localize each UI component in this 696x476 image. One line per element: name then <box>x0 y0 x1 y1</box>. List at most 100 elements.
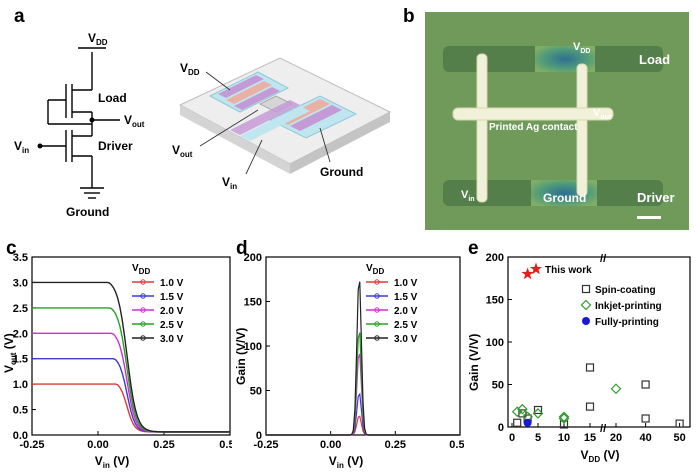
scatter-point <box>521 267 534 280</box>
load-label: Load <box>98 91 127 105</box>
y-tick-label: 200 <box>244 252 262 264</box>
scatter-point <box>641 380 650 389</box>
scatter-point <box>523 418 532 427</box>
scatter-point <box>533 405 543 415</box>
ground-label: Ground <box>66 205 109 219</box>
ground-3d-label: Ground <box>320 165 363 179</box>
gain-series-line <box>266 281 460 436</box>
y-tick-label: 2.0 <box>13 328 28 340</box>
y-axis-label: Vout (V) <box>2 333 18 373</box>
scatter-point <box>585 363 595 372</box>
y-tick-label: 150 <box>486 295 504 307</box>
scatter-point <box>513 418 522 427</box>
x-tick-label: -0.25 <box>253 439 278 451</box>
legend-title: VDD <box>132 263 150 276</box>
legend-label: 1.0 V <box>160 278 184 289</box>
legend-marker <box>374 279 380 285</box>
x-tick-label: 15 <box>584 432 596 444</box>
legend-marker <box>140 321 146 327</box>
legend-title: VDD <box>366 263 384 276</box>
vtc-chart: -0.25 0.00 0.25 0.50 0.0 0.5 1.0 1.5 2.0 2.5 3.0 3.… <box>2 252 232 470</box>
x-tick-label: 0 <box>509 432 515 444</box>
svg-text:Vin: Vin <box>222 175 237 191</box>
legend-marker <box>529 262 543 275</box>
y-tick-label: 0 <box>498 422 504 434</box>
legend-label: 1.5 V <box>394 292 418 303</box>
gain-chart: -0.25 0.00 0.25 0.50 0 50 100 150 200 VDD 1.0 V 1.5… <box>234 252 464 470</box>
y-tick-label: 200 <box>486 252 504 264</box>
plot-frame <box>31 256 231 436</box>
y-tick-label: 3.5 <box>13 252 28 264</box>
x-tick-label: 50 <box>673 432 685 444</box>
svg-text:Vout: Vout <box>593 107 612 121</box>
panel-label-a: a <box>14 6 25 27</box>
y-tick-label: 50 <box>250 386 262 398</box>
y-axis-label: Gain (V/V) <box>234 328 248 385</box>
legend-label: 2.5 V <box>160 320 184 331</box>
x-tick-label: 0.25 <box>385 439 406 451</box>
panel-label-b: b <box>403 6 415 27</box>
device-3d-illustration: VDD Vout Vin Ground <box>172 57 392 191</box>
legend-label: 2.0 V <box>160 306 184 317</box>
legend-marker <box>140 279 146 285</box>
y-tick-label: 3.0 <box>13 277 28 289</box>
svg-text:VDD: VDD <box>180 61 200 77</box>
legend-label: This work <box>545 265 592 276</box>
x-axis-label: Vin (V) <box>95 454 129 470</box>
x-tick-label: 40 <box>639 432 651 444</box>
y-tick-label: 100 <box>244 341 262 353</box>
y-tick-label: 0.0 <box>13 430 28 442</box>
y-tick-label: 0 <box>256 430 262 442</box>
scatter-point <box>585 402 595 411</box>
scatter-point <box>517 403 528 415</box>
plot-frame <box>507 256 691 428</box>
legend-marker <box>581 284 591 294</box>
svg-text:VDD: VDD <box>88 31 108 47</box>
device-micrograph: VDD Load Vout Printed Ag contact Vin Gro… <box>425 12 689 230</box>
y-axis-label: Gain (V/V) <box>467 334 481 391</box>
x-tick-label: -0.25 <box>19 439 44 451</box>
legend-marker <box>374 293 380 299</box>
x-tick-label: 0.00 <box>320 439 341 451</box>
y-tick-label: 2.5 <box>13 303 28 315</box>
x-tick-label: 0.50 <box>449 439 464 451</box>
x-axis-label: VDD (V) <box>581 448 620 464</box>
y-tick-label: 1.0 <box>13 379 28 391</box>
scatter-point <box>511 406 523 418</box>
driver-label: Driver <box>98 139 133 153</box>
legend-marker <box>580 299 592 311</box>
legend-label: 3.0 V <box>394 334 418 345</box>
svg-text:Vin: Vin <box>14 139 29 155</box>
legend-label: 1.0 V <box>394 278 418 289</box>
x-tick-label: 20 <box>610 432 622 444</box>
legend-label: 1.5 V <box>160 292 184 303</box>
inverter-schematic: VDD Load Vout Vin Driver Ground <box>14 31 145 219</box>
axis-break-bottom: // <box>600 423 606 435</box>
panel-label-c: c <box>6 238 17 259</box>
legend-label: 2.0 V <box>394 306 418 317</box>
legend-label: Inkjet-printing <box>595 301 662 312</box>
axis-break-top: // <box>600 253 606 265</box>
contact-label: Printed Ag contact <box>489 122 578 133</box>
input-node <box>37 143 43 149</box>
y-tick-label: 1.5 <box>13 354 28 366</box>
legend-marker <box>374 307 380 313</box>
legend-marker <box>374 321 380 327</box>
scatter-point <box>675 419 684 428</box>
driver-photo-label: Driver <box>637 190 675 205</box>
output-node <box>89 117 95 123</box>
vtc-series-line <box>32 281 230 433</box>
svg-text:VDD: VDD <box>573 41 590 55</box>
svg-text:Vout: Vout <box>124 113 145 129</box>
legend-marker <box>140 335 146 341</box>
y-tick-label: 100 <box>486 337 504 349</box>
x-axis-label: Vin (V) <box>329 454 363 470</box>
legend-label: Spin-coating <box>595 285 656 296</box>
scale-bar <box>637 216 661 219</box>
panel-label-d: d <box>236 238 248 259</box>
legend-label: 2.5 V <box>394 320 418 331</box>
x-tick-label: 0.25 <box>153 439 174 451</box>
x-tick-label: 0.00 <box>87 439 108 451</box>
scatter-point <box>558 413 570 424</box>
panel-label-e: e <box>468 238 479 259</box>
